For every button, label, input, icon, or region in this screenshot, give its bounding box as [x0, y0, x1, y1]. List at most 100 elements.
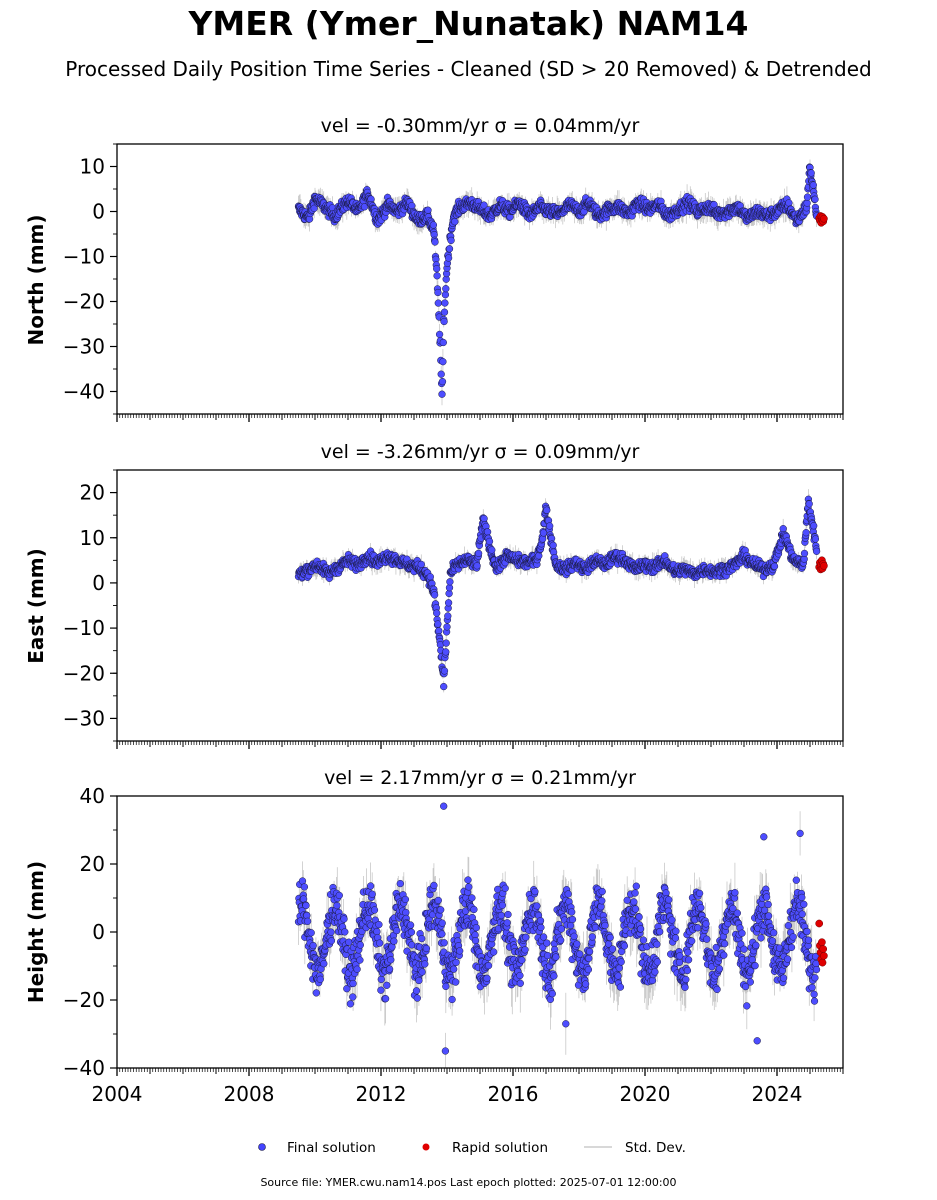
east-ylabel: East (mm) — [24, 548, 48, 664]
east-final-points — [294, 495, 821, 691]
final-point — [440, 682, 448, 691]
y-tick-label: −10 — [63, 616, 105, 640]
east-subplot-title: vel = -3.26mm/yr σ = 0.09mm/yr — [321, 441, 640, 463]
final-point — [539, 535, 547, 543]
final-point — [442, 639, 450, 647]
east-axes: 20 10 0 −10 −20 −30 — [63, 469, 844, 749]
north-subplot-title: vel = -0.30mm/yr σ = 0.04mm/yr — [321, 115, 640, 137]
final-point — [447, 236, 455, 245]
final-point — [446, 578, 454, 586]
y-tick-label: −20 — [63, 661, 105, 685]
east-panel: vel = -3.26mm/yr σ = 0.09mm/yr East (mm)… — [24, 441, 844, 749]
rapid-point — [820, 214, 828, 223]
final-point — [785, 199, 793, 207]
final-point — [438, 377, 447, 386]
final-point — [779, 525, 787, 533]
final-point — [440, 317, 448, 326]
final-point — [433, 609, 441, 617]
height-data-marks — [294, 802, 828, 1068]
final-point — [802, 529, 810, 537]
final-point — [805, 500, 813, 508]
final-point — [480, 201, 488, 209]
final-point — [438, 390, 446, 398]
final-point — [444, 254, 453, 262]
final-point — [543, 506, 551, 514]
final-point — [488, 546, 496, 554]
final-point — [485, 537, 494, 546]
east-axes-frame — [116, 469, 844, 742]
final-point — [437, 370, 445, 378]
y-tick-label: −30 — [63, 335, 105, 359]
y-tick-label: −40 — [63, 380, 105, 404]
y-tick-label: 0 — [92, 571, 105, 595]
final-point — [434, 299, 442, 307]
north-data-marks — [294, 159, 828, 406]
final-point — [431, 238, 439, 246]
east-rapid-points — [815, 556, 828, 574]
north-stddev-bars — [298, 159, 817, 406]
final-point — [439, 338, 447, 347]
north-axes-frame — [116, 143, 844, 415]
north-final-points — [294, 163, 821, 398]
east-stddev-bars — [298, 489, 817, 693]
final-point — [483, 528, 492, 536]
final-point — [439, 358, 447, 366]
final-point — [426, 573, 434, 581]
final-point — [310, 204, 318, 212]
final-point — [430, 591, 439, 599]
y-tick-label: 20 — [80, 481, 105, 505]
final-point — [442, 648, 450, 656]
final-point — [434, 620, 442, 628]
page-subtitle: Processed Daily Position Time Series - C… — [65, 57, 872, 81]
final-point — [440, 667, 449, 675]
final-point — [435, 330, 444, 339]
final-point — [473, 562, 481, 570]
final-point — [535, 552, 543, 560]
final-point — [807, 169, 815, 177]
final-point — [435, 627, 443, 635]
final-point — [539, 529, 548, 537]
y-tick-label: −10 — [63, 245, 105, 269]
north-rapid-points — [815, 212, 828, 227]
y-tick-label: −20 — [63, 290, 105, 314]
final-point — [812, 547, 821, 555]
final-point — [433, 272, 441, 280]
north-axes: 10 0 −10 −20 −30 −40 — [63, 143, 844, 422]
final-point — [445, 245, 454, 253]
final-point — [811, 195, 819, 203]
final-point — [433, 265, 441, 273]
final-point — [417, 560, 425, 569]
final-point — [810, 522, 818, 530]
final-point — [444, 599, 453, 607]
final-point — [360, 203, 369, 211]
final-point — [442, 285, 450, 293]
y-tick-label: 10 — [80, 526, 105, 550]
height-subplot-title: vel = 2.17mm/yr σ = 0.21mm/yr — [324, 767, 636, 789]
final-point — [800, 549, 809, 558]
east-data-marks — [294, 489, 828, 693]
page-title: YMER (Ymer_Nunatak) NAM14 — [188, 4, 749, 43]
y-tick-label: 10 — [80, 155, 105, 179]
final-point — [443, 623, 451, 631]
height-ylabel: Height (mm) — [24, 861, 48, 1003]
north-ylabel: North (mm) — [24, 214, 48, 345]
rapid-point — [820, 561, 828, 570]
final-point — [549, 541, 557, 549]
final-point — [480, 514, 488, 523]
y-tick-label: 0 — [92, 200, 105, 224]
final-point — [440, 308, 449, 316]
final-point — [809, 181, 817, 189]
final-point — [424, 206, 432, 214]
y-tick-label: −30 — [63, 706, 105, 730]
final-point — [444, 612, 452, 620]
final-point — [803, 193, 812, 201]
final-point — [429, 221, 438, 229]
final-point — [474, 549, 483, 558]
final-point — [770, 562, 779, 570]
final-point — [434, 288, 442, 297]
final-point — [546, 522, 554, 530]
final-point — [811, 535, 820, 543]
north-panel: vel = -0.30mm/yr σ = 0.04mm/yr North (mm… — [24, 115, 844, 422]
height-panel: vel = 2.17mm/yr σ = 0.21mm/yr Height (mm… — [24, 767, 844, 1106]
